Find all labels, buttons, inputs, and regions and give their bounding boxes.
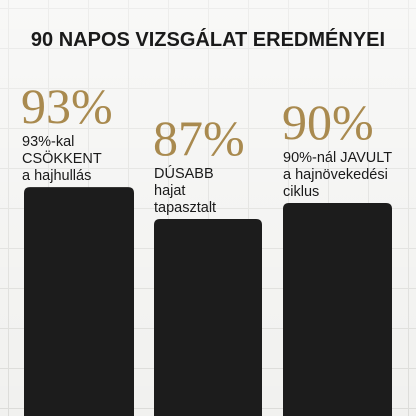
category-label: a hajhullás — [22, 168, 91, 184]
category-label: a hajnövekedési — [283, 167, 388, 183]
value-label: 93% — [21, 78, 113, 134]
category-label: ciklus — [283, 184, 319, 200]
category-label: hajat — [154, 183, 185, 199]
category-label: tapasztalt — [154, 200, 216, 216]
category-label: DÚSABB — [154, 165, 214, 182]
bar — [154, 219, 262, 416]
category-label: CSÖKKENT — [22, 149, 102, 167]
category-label: 93%-kal — [22, 134, 74, 150]
category-label: 90%-nál JAVULT — [283, 150, 392, 166]
value-label: 87% — [153, 110, 245, 166]
bar — [24, 187, 134, 416]
bar — [283, 203, 392, 416]
value-label: 90% — [282, 94, 374, 150]
chart-title: 90 NAPOS VIZSGÁLAT EREDMÉNYEI — [31, 28, 385, 51]
